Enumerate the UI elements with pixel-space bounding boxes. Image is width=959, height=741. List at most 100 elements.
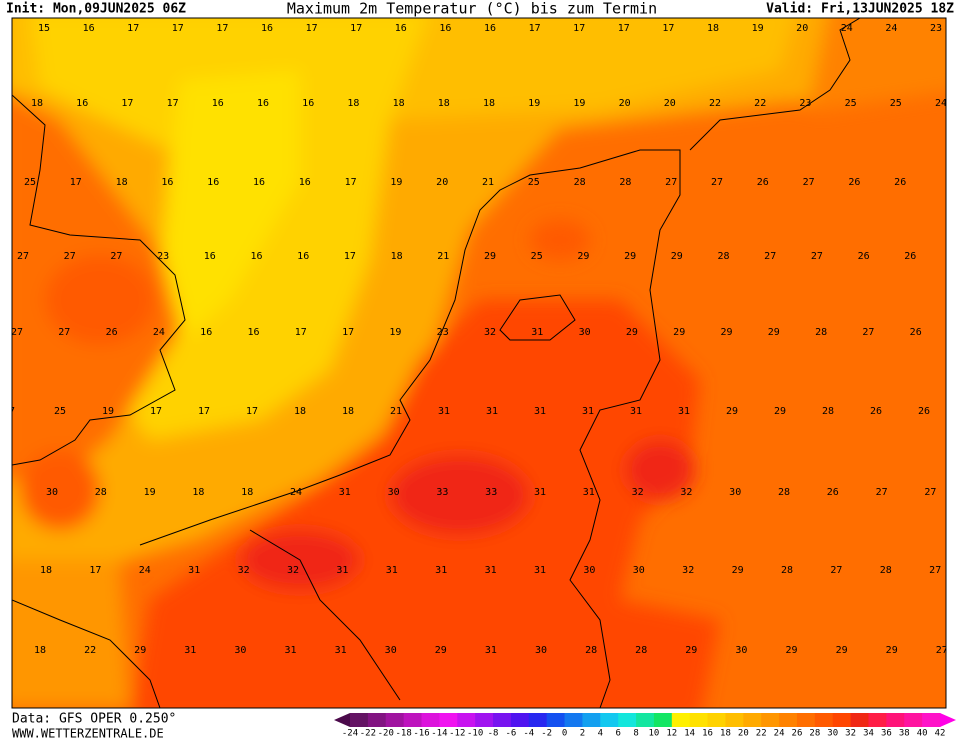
data-source: Data: GFS OPER 0.250°: [12, 712, 176, 727]
legend-label: 8: [633, 729, 638, 739]
temperature-value: 29: [626, 327, 638, 338]
map-title: Maximum 2m Temperatur (°C) bis zum Termi…: [287, 0, 657, 18]
temperature-value: 29: [768, 327, 780, 338]
legend-swatch: [439, 713, 458, 727]
temperature-value: 21: [482, 177, 494, 188]
temperature-value: 25: [531, 251, 543, 262]
legend-swatch: [689, 713, 709, 727]
temperature-value: 24: [290, 487, 302, 498]
temperature-value: 18: [241, 487, 253, 498]
temperature-value: 16: [257, 98, 269, 109]
legend-label: 22: [756, 729, 767, 739]
temperature-value: 17: [295, 327, 307, 338]
legend-label: 34: [863, 729, 874, 739]
valid-label: Valid: Fri,13JUN2025 18Z: [766, 2, 954, 17]
legend-label: -16: [413, 729, 429, 739]
temperature-value: 18: [347, 98, 359, 109]
temperature-value: 18: [707, 23, 719, 34]
temperature-value: 20: [796, 23, 808, 34]
legend-swatch: [350, 713, 369, 727]
legend-swatch: [743, 713, 762, 727]
legend-label: 0: [562, 729, 567, 739]
temperature-value: 16: [302, 98, 314, 109]
temperature-value: 20: [619, 98, 631, 109]
temperature-value: 26: [904, 251, 916, 262]
temperature-value: 31: [531, 327, 543, 338]
temperature-value: 19: [144, 487, 156, 498]
temperature-value: 30: [234, 645, 246, 656]
temperature-value: 27: [830, 565, 842, 576]
temperature-value: 30: [535, 645, 547, 656]
temperature-value: 29: [836, 645, 848, 656]
temperature-value: 22: [709, 98, 721, 109]
legend-arrow-low: [334, 713, 350, 727]
temperature-value: 33: [485, 487, 497, 498]
temperature-value: 29: [726, 406, 738, 417]
temperature-value: 29: [577, 251, 589, 262]
legend-swatch: [725, 713, 744, 727]
coastlines: [12, 18, 861, 708]
temperature-value: 17: [344, 251, 356, 262]
temperature-value: 31: [583, 487, 595, 498]
temperature-value: 20: [664, 98, 676, 109]
legend-swatch: [779, 713, 798, 727]
temperature-value: 31: [184, 645, 196, 656]
legend-label: -22: [360, 729, 376, 739]
temperature-value: 27: [711, 177, 723, 188]
temperature-value: 28: [880, 565, 892, 576]
temperature-value: 17: [121, 98, 133, 109]
temperature-value: 30: [388, 487, 400, 498]
legend-label: -12: [449, 729, 465, 739]
temperature-value: 17: [529, 23, 541, 34]
temperature-value: 23: [157, 251, 169, 262]
temperature-value: 16: [250, 251, 262, 262]
temperature-value: 29: [673, 327, 685, 338]
temperature-value: 21: [437, 251, 449, 262]
temperature-value: 18: [40, 565, 52, 576]
temperature-value: 33: [436, 487, 448, 498]
temperature-value: 16: [297, 251, 309, 262]
legend-swatch: [582, 713, 601, 727]
legend-swatch: [475, 713, 494, 727]
legend-label: 28: [809, 729, 820, 739]
temperature-value: 30: [729, 487, 741, 498]
temperature-value: 17: [345, 177, 357, 188]
temperature-value: 25: [54, 406, 66, 417]
temperature-value: 16: [161, 177, 173, 188]
legend-label: 24: [774, 729, 785, 739]
temperature-value: 18: [391, 251, 403, 262]
legend-swatch: [796, 713, 816, 727]
temperature-value: 25: [845, 98, 857, 109]
temperature-value: 22: [754, 98, 766, 109]
legend-label: 38: [899, 729, 910, 739]
temperature-value: 17: [618, 23, 630, 34]
legend-label: 26: [792, 729, 803, 739]
temperature-value: 32: [287, 565, 299, 576]
legend-label: -20: [378, 729, 394, 739]
map: 15 16 17 17 17 16 17 17 16 16 16 17 17 17 17 18 19 20 24 24…: [12, 18, 946, 708]
temperature-value: 31: [188, 565, 200, 576]
temperature-value: 16: [439, 23, 451, 34]
temperature-value: 31: [486, 406, 498, 417]
legend-swatch: [850, 713, 869, 727]
temperature-value: 25: [528, 177, 540, 188]
temperature-value: 30: [385, 645, 397, 656]
legend-label: 20: [738, 729, 749, 739]
legend-label: 30: [827, 729, 838, 739]
legend-label: 32: [845, 729, 856, 739]
temperature-value: 31: [438, 406, 450, 417]
temperature-value: 17: [198, 406, 210, 417]
temperature-value: 26: [858, 251, 870, 262]
temperature-value: 29: [685, 645, 697, 656]
temperature-value: 16: [484, 23, 496, 34]
temperature-value: 18: [116, 177, 128, 188]
temperature-value: 27: [929, 565, 941, 576]
legend-label: -8: [488, 729, 499, 739]
temperature-value: 17: [89, 565, 101, 576]
temperature-value: 27: [64, 251, 76, 262]
temperature-value: 16: [261, 23, 273, 34]
temperature-value: 27: [58, 327, 70, 338]
temperature-value: 31: [485, 565, 497, 576]
temperature-value: 23: [799, 98, 811, 109]
temperature-value: 17: [573, 23, 585, 34]
